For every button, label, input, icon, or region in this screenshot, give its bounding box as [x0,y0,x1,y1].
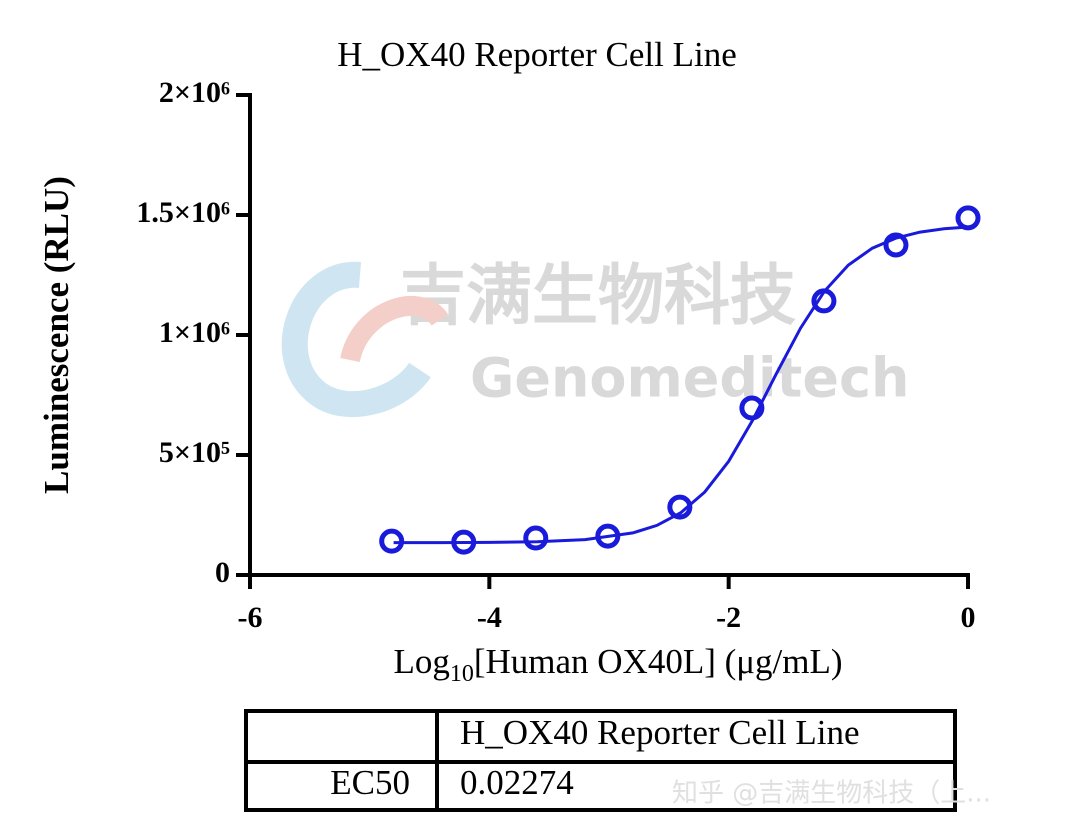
table-cell: EC50 [330,763,410,802]
table-header: H_OX40 Reporter Cell Line [460,713,860,752]
x-tick-label: -6 [238,601,263,634]
data-point [811,288,837,314]
data-point [883,232,909,258]
x-tick-label: -4 [477,601,502,634]
x-axis-label: Log10[Human OX40L] (μg/mL) [393,642,842,686]
footer-watermark: 知乎 @吉满生物科技（上... [672,779,991,809]
x-tick-label: 0 [961,601,976,634]
table: H_OX40 Reporter Cell Line EC50 0.02274 [244,709,957,812]
table-cell: 0.02274 [460,763,574,802]
data-point [667,494,693,520]
data-point [955,205,981,231]
watermark: Genomeditech [470,347,909,410]
data-point [739,395,765,421]
y-tick-label: 1×10⁶ [159,316,230,349]
x-axis-label-part: Log [393,642,449,681]
data-point [379,528,405,554]
x-axis-label-sub: 10 [450,661,474,687]
x-tick-label: -2 [716,601,741,634]
data-point [451,529,477,555]
y-axis-label: Luminescence (RLU) [37,176,76,494]
watermark: 吉满生物科技 [400,257,796,334]
y-tick-label: 0 [215,556,230,589]
y-tick-label: 2×10⁶ [159,76,230,109]
x-axis-label-part: [Human OX40L] (μg/mL) [474,642,843,681]
y-tick-label: 5×10⁵ [159,436,230,469]
watermark-logo [281,261,431,418]
data-point [595,523,621,549]
watermark-logo [340,295,449,363]
y-tick-label: 1.5×10⁶ [136,196,230,229]
data-point [523,525,549,551]
chart-title: H_OX40 Reporter Cell Line [337,35,737,74]
